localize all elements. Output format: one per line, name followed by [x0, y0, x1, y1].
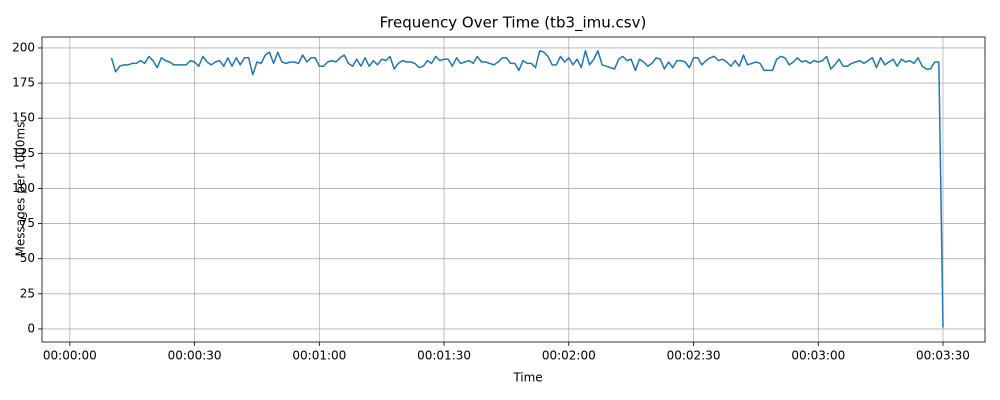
x-tick-label: 00:01:30	[417, 349, 471, 363]
y-tick-label: 175	[12, 76, 35, 90]
x-tick-label: 00:01:00	[292, 349, 346, 363]
x-tick-label: 00:02:00	[542, 349, 596, 363]
y-tick-label: 25	[20, 286, 35, 300]
y-axis-label: Messages per 1000ms	[14, 122, 28, 257]
plot-frame	[41, 36, 986, 343]
x-tick-label: 00:03:00	[791, 349, 845, 363]
chart-title: Frequency Over Time (tb3_imu.csv)	[380, 14, 647, 33]
x-tick-label: 00:00:30	[168, 349, 222, 363]
y-tick-label: 150	[12, 111, 35, 125]
y-tick-label: 0	[27, 321, 35, 335]
x-tick-label: 00:00:00	[43, 349, 97, 363]
y-tick-label: 125	[12, 146, 35, 160]
y-tick-label: 200	[12, 40, 35, 54]
x-tick-label: 00:02:30	[667, 349, 721, 363]
x-axis-label: Time	[512, 371, 542, 385]
data-line	[110, 50, 944, 328]
y-tick-label: 75	[20, 216, 35, 230]
y-tick-label: 50	[20, 251, 35, 265]
y-tick-label: 100	[12, 181, 35, 195]
x-tick-label: 00:03:30	[916, 349, 970, 363]
